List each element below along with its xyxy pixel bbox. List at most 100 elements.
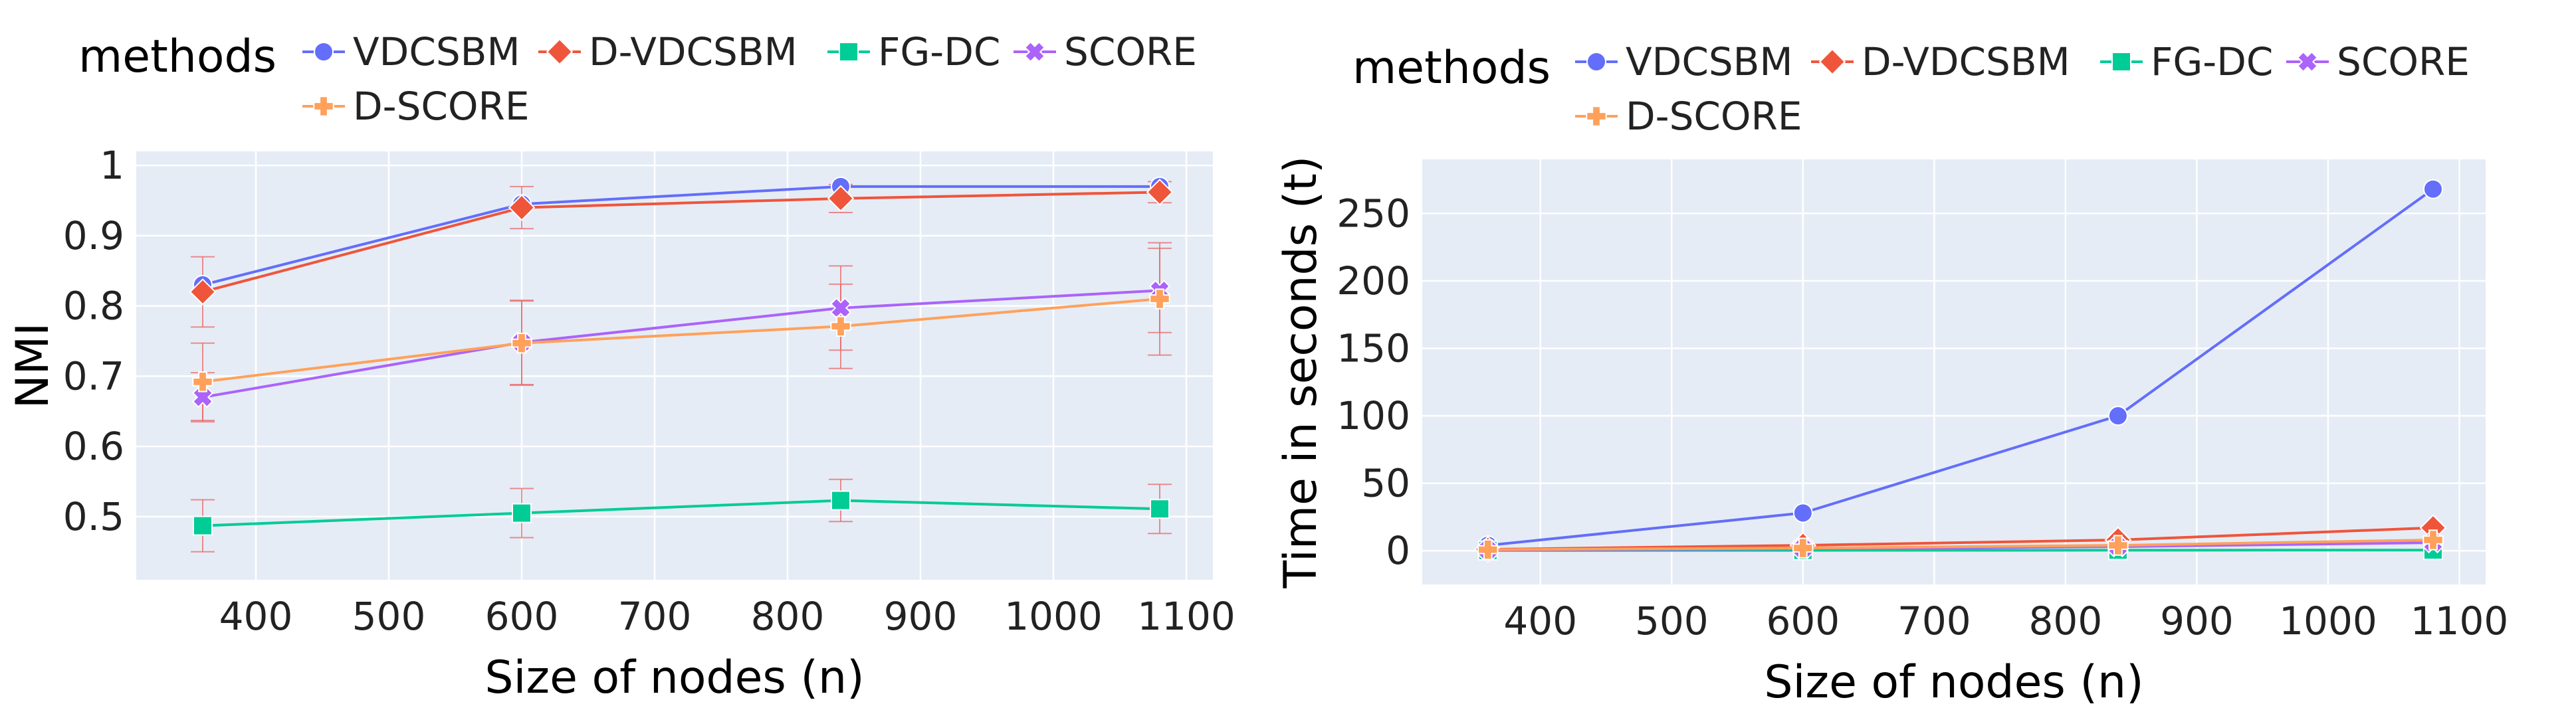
nmi-x-axis-title: Size of nodes (n) xyxy=(484,652,864,704)
legend-item-score: SCORE xyxy=(2286,39,2470,84)
legend-label: VDCSBM xyxy=(1626,39,1792,84)
time-legend: methods VDCSBM D-VDCSBM FG-DC SCORE D-SCORE xyxy=(1352,39,2470,139)
y-tick-label: 1 xyxy=(100,143,124,188)
legend-label: SCORE xyxy=(2337,39,2470,84)
series-line xyxy=(202,298,1160,383)
legend-label: D-VDCSBM xyxy=(589,29,798,74)
legend-marker xyxy=(839,42,859,62)
legend-label: VDCSBM xyxy=(353,29,520,74)
x-tick-label: 1000 xyxy=(1004,594,1103,639)
data-point xyxy=(829,297,852,319)
series-line xyxy=(1487,526,2434,551)
time-plot-area xyxy=(1422,159,2486,584)
series-d-score xyxy=(1477,529,2444,561)
legend-marker xyxy=(1586,52,1606,72)
x-tick-label: 700 xyxy=(1897,598,1971,644)
data-point xyxy=(512,503,532,523)
legend-marker xyxy=(2111,52,2131,72)
data-point xyxy=(1792,503,1813,523)
y-tick-label: 250 xyxy=(1337,191,1410,236)
x-tick-label: 800 xyxy=(2029,598,2103,644)
y-tick-label: 0.9 xyxy=(63,213,124,258)
legend-marker xyxy=(1586,106,1607,127)
legend-marker xyxy=(1023,41,1046,63)
data-point xyxy=(1792,537,1814,559)
legend-title: methods xyxy=(78,31,276,83)
nmi-chart-panel: 400 500 600 700 800 900 1000 11000.50.60.70.80.… xyxy=(7,29,1235,704)
x-tick-label: 400 xyxy=(1503,598,1577,644)
x-tick-label: 600 xyxy=(485,594,559,639)
series-line xyxy=(1487,188,2434,547)
data-point xyxy=(508,194,536,221)
x-tick-label: 600 xyxy=(1766,598,1840,644)
series-line xyxy=(1487,538,2434,551)
legend-item-d-vdcsbm: D-VDCSBM xyxy=(1811,39,2070,84)
y-tick-label: 0.5 xyxy=(63,494,124,539)
legend-marker xyxy=(313,96,334,117)
data-point xyxy=(830,315,851,337)
series-d-score xyxy=(192,288,1170,393)
x-tick-label: 500 xyxy=(1635,598,1709,644)
legend-marker xyxy=(2296,50,2319,73)
y-tick-label: 200 xyxy=(1337,258,1410,304)
legend-item-d-vdcsbm: D-VDCSBM xyxy=(538,29,798,74)
nmi-legend: methods VDCSBM D-VDCSBM FG-DC SCORE D-SCORE xyxy=(78,29,1197,129)
legend-item-score: SCORE xyxy=(1014,29,1197,74)
data-point xyxy=(1477,539,1499,561)
y-tick-label: 150 xyxy=(1337,325,1410,371)
time-x-ticks: 400 500 600 700 800 900 1000 1100 xyxy=(1503,598,2508,644)
x-tick-label: 400 xyxy=(219,594,293,639)
nmi-plot-area xyxy=(136,151,1213,580)
time-chart-panel: 400 500 600 700 800 900 1000 1100 0 50 100 150 200 25… xyxy=(1275,39,2508,708)
series-line xyxy=(202,191,1160,294)
legend-item-vdcsbm: VDCSBM xyxy=(1575,39,1792,84)
data-point xyxy=(1149,288,1170,310)
time-y-ticks: 0 50 100 150 200 250 xyxy=(1337,191,1410,573)
nmi-y-axis-title: NMI xyxy=(7,323,59,409)
y-tick-label: 0.7 xyxy=(63,353,124,398)
x-tick-label: 1100 xyxy=(2411,598,2509,644)
series-line xyxy=(202,499,1160,527)
data-point xyxy=(193,515,213,536)
y-tick-label: 50 xyxy=(1361,461,1410,506)
time-x-axis-title: Size of nodes (n) xyxy=(1764,656,2143,708)
legend-item-fg-dc: FG-DC xyxy=(2100,39,2273,84)
x-tick-label: 800 xyxy=(751,594,825,639)
data-point xyxy=(827,185,855,213)
data-point xyxy=(831,490,851,511)
nmi-gridlines xyxy=(136,151,1213,580)
legend-item-d-score: D-SCORE xyxy=(302,84,530,129)
y-tick-label: 0.8 xyxy=(63,284,124,329)
x-tick-label: 900 xyxy=(884,594,958,639)
series-line xyxy=(202,289,1160,399)
series-d-vdcsbm xyxy=(189,179,1174,306)
data-point xyxy=(191,386,214,408)
legend-item-d-score: D-SCORE xyxy=(1575,94,1802,139)
x-tick-label: 900 xyxy=(2160,598,2234,644)
x-tick-label: 500 xyxy=(352,594,426,639)
legend-title: methods xyxy=(1352,42,1551,94)
legend-marker xyxy=(546,38,574,66)
legend-label: D-SCORE xyxy=(1626,94,1802,139)
y-tick-label: 100 xyxy=(1337,393,1410,438)
legend-marker xyxy=(314,42,334,62)
series-fg-dc xyxy=(193,490,1170,536)
legend-label: FG-DC xyxy=(878,29,1000,74)
x-tick-label: 700 xyxy=(618,594,692,639)
data-point xyxy=(1146,179,1174,206)
data-point xyxy=(511,332,532,354)
y-tick-label: 0 xyxy=(1386,528,1410,573)
x-tick-label: 1100 xyxy=(1137,594,1235,639)
legend-marker xyxy=(1818,48,1846,76)
nmi-x-ticks: 400 500 600 700 800 900 1000 1100 xyxy=(219,594,1235,639)
data-point xyxy=(2107,535,2129,556)
data-point xyxy=(1150,499,1170,519)
legend-label: SCORE xyxy=(1064,29,1197,74)
data-point xyxy=(2107,406,2128,426)
data-point xyxy=(189,278,217,306)
x-tick-label: 1000 xyxy=(2279,598,2377,644)
legend-label: D-SCORE xyxy=(353,84,530,129)
legend-item-fg-dc: FG-DC xyxy=(827,29,1000,74)
data-point xyxy=(2422,179,2443,199)
